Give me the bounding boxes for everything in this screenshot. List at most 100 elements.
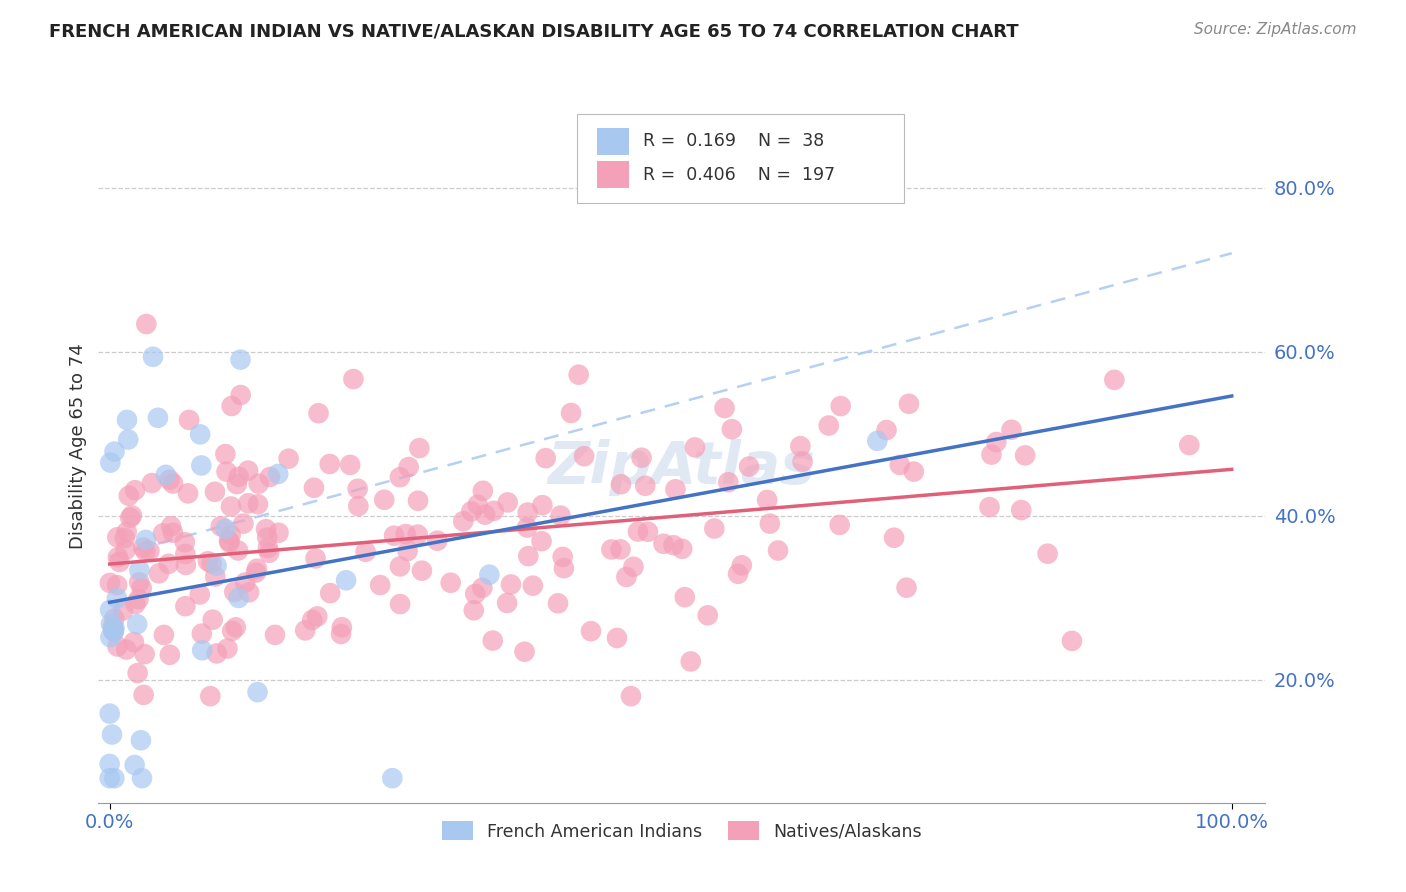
Point: [135, 317, 157, 331]
Point: [551, 549, 574, 564]
Point: [389, 597, 412, 611]
Point: [219, 500, 242, 514]
Point: [609, 542, 631, 557]
Point: [188, 587, 211, 601]
Point: [464, 587, 486, 601]
Point: [516, 520, 538, 534]
Text: ZipAtlas: ZipAtlas: [548, 439, 815, 496]
Point: [876, 423, 898, 437]
FancyBboxPatch shape: [596, 161, 630, 188]
Point: [830, 399, 852, 413]
Point: [214, 522, 236, 536]
Point: [662, 538, 685, 552]
Point: [162, 476, 184, 491]
Point: [530, 534, 553, 549]
Point: [986, 435, 1008, 450]
Point: [132, 541, 155, 555]
Point: [205, 558, 228, 573]
Point: [155, 467, 177, 482]
Point: [308, 406, 330, 420]
Point: [388, 470, 411, 484]
Point: [188, 427, 211, 442]
Point: [103, 444, 125, 458]
Point: [197, 554, 219, 568]
Point: [759, 516, 782, 531]
Point: [620, 689, 643, 703]
Point: [254, 522, 277, 536]
Point: [302, 481, 325, 495]
Point: [191, 643, 214, 657]
Point: [117, 433, 139, 447]
Point: [319, 586, 342, 600]
Point: [792, 455, 814, 469]
Point: [373, 492, 395, 507]
Point: [630, 450, 652, 465]
Point: [98, 630, 121, 644]
Point: [1178, 438, 1201, 452]
Point: [228, 591, 250, 605]
Point: [226, 543, 249, 558]
Point: [883, 531, 905, 545]
Point: [671, 541, 693, 556]
Point: [896, 581, 918, 595]
Point: [238, 496, 260, 510]
Point: [335, 574, 357, 588]
Point: [600, 542, 623, 557]
Point: [215, 465, 238, 479]
Point: [517, 549, 540, 563]
Point: [124, 483, 146, 498]
Point: [127, 666, 149, 681]
Point: [247, 476, 270, 491]
Point: [236, 464, 259, 478]
Point: [103, 624, 125, 638]
Point: [304, 551, 326, 566]
Point: [398, 460, 420, 475]
Point: [114, 543, 136, 558]
Point: [560, 406, 582, 420]
Point: [277, 451, 299, 466]
Point: [513, 645, 536, 659]
Point: [191, 626, 214, 640]
Point: [98, 456, 121, 470]
Point: [174, 599, 197, 614]
Point: [294, 624, 316, 638]
Point: [200, 689, 222, 703]
Point: [157, 557, 180, 571]
Point: [903, 465, 925, 479]
Point: [717, 475, 740, 490]
Point: [107, 640, 129, 654]
Point: [246, 685, 269, 699]
Point: [368, 578, 391, 592]
Point: [396, 544, 419, 558]
Point: [467, 498, 489, 512]
Point: [201, 613, 224, 627]
Point: [572, 449, 595, 463]
Point: [177, 413, 200, 427]
Point: [127, 617, 149, 632]
Point: [411, 564, 433, 578]
Point: [460, 504, 482, 518]
Point: [388, 559, 411, 574]
Point: [683, 441, 706, 455]
Point: [406, 527, 429, 541]
Point: [245, 566, 267, 580]
Point: [153, 628, 176, 642]
Point: [129, 733, 152, 747]
Point: [105, 578, 128, 592]
Point: [637, 524, 659, 539]
Point: [225, 477, 247, 491]
Point: [738, 459, 761, 474]
Point: [395, 527, 418, 541]
Point: [440, 575, 463, 590]
Point: [547, 596, 569, 610]
Point: [221, 399, 243, 413]
Point: [259, 470, 281, 484]
Point: [174, 547, 197, 561]
Point: [606, 631, 628, 645]
Point: [135, 533, 157, 547]
Point: [204, 569, 226, 583]
Point: [257, 546, 280, 560]
Point: [190, 458, 212, 473]
Point: [330, 627, 353, 641]
Point: [219, 528, 242, 542]
